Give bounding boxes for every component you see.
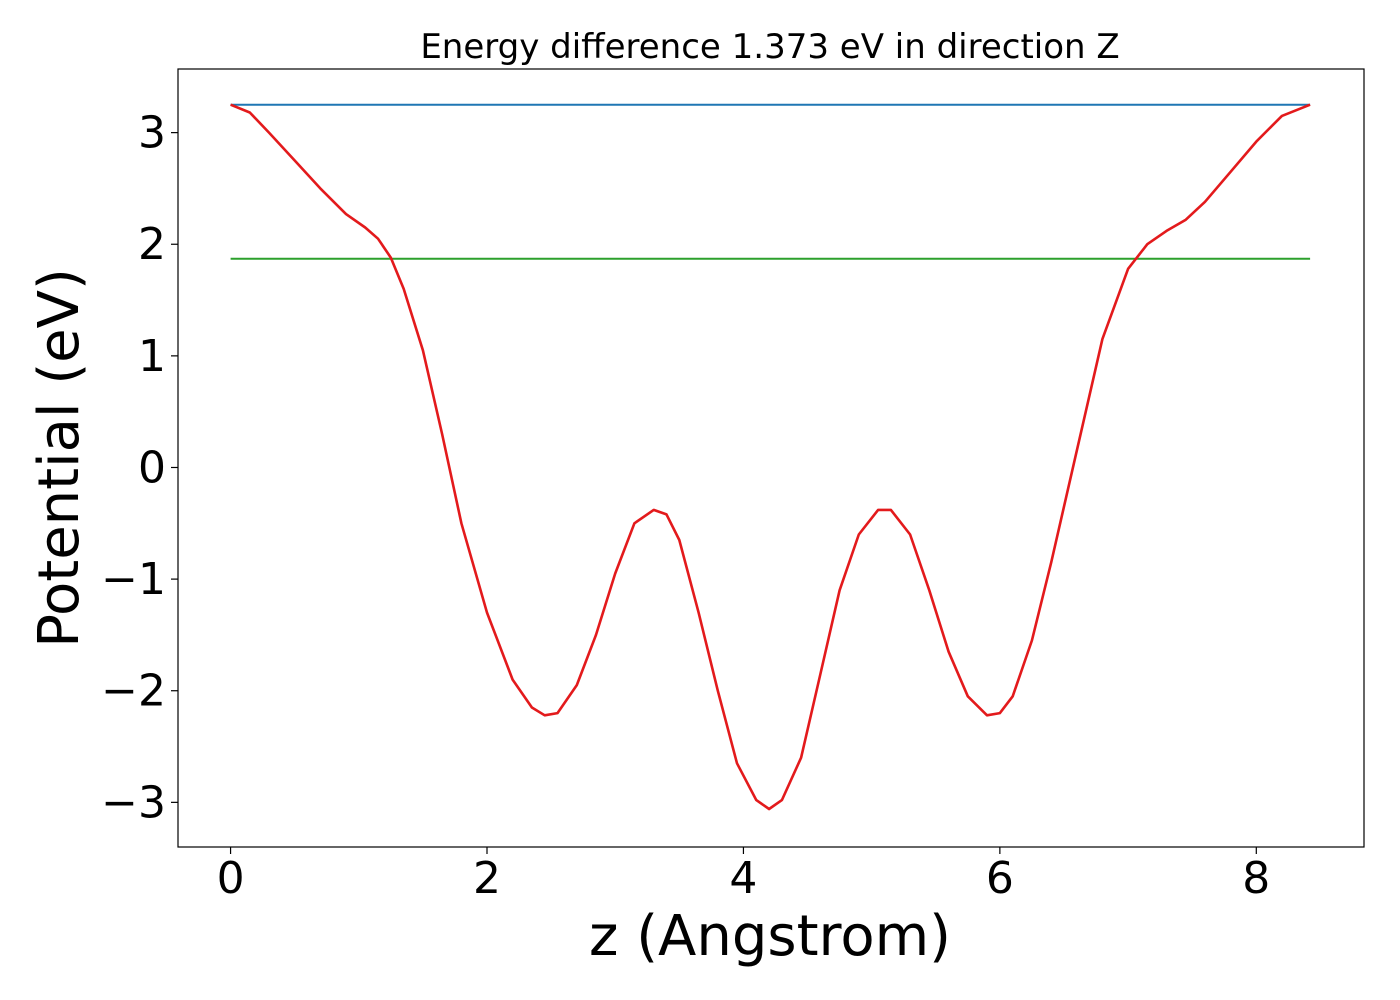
- chart-title: Energy difference 1.373 eV in direction …: [420, 27, 1119, 67]
- y-axis: −3 −2 −1 0 1 2 3: [101, 108, 178, 828]
- x-tick-label: 8: [1242, 853, 1270, 904]
- y-tick-label: −3: [101, 777, 166, 828]
- x-tick-label: 4: [729, 853, 757, 904]
- y-tick-label: −1: [101, 554, 166, 605]
- series-line-2: [230, 103, 1311, 811]
- y-tick-label: 3: [138, 108, 166, 159]
- y-tick-label: 2: [138, 219, 166, 270]
- plot-frame: [177, 68, 1365, 848]
- y-tick-label: −2: [101, 666, 166, 717]
- y-axis-label: Potential (eV): [27, 268, 92, 648]
- x-axis: 0 2 4 6 8: [217, 847, 1270, 904]
- x-tick-label: 0: [217, 853, 245, 904]
- y-tick-label: 1: [138, 331, 166, 382]
- x-axis-label: z (Angstrom): [589, 904, 951, 969]
- plot-area: [230, 103, 1311, 811]
- x-tick-label: 2: [473, 853, 501, 904]
- y-tick-label: 0: [138, 442, 166, 493]
- x-tick-label: 6: [986, 853, 1014, 904]
